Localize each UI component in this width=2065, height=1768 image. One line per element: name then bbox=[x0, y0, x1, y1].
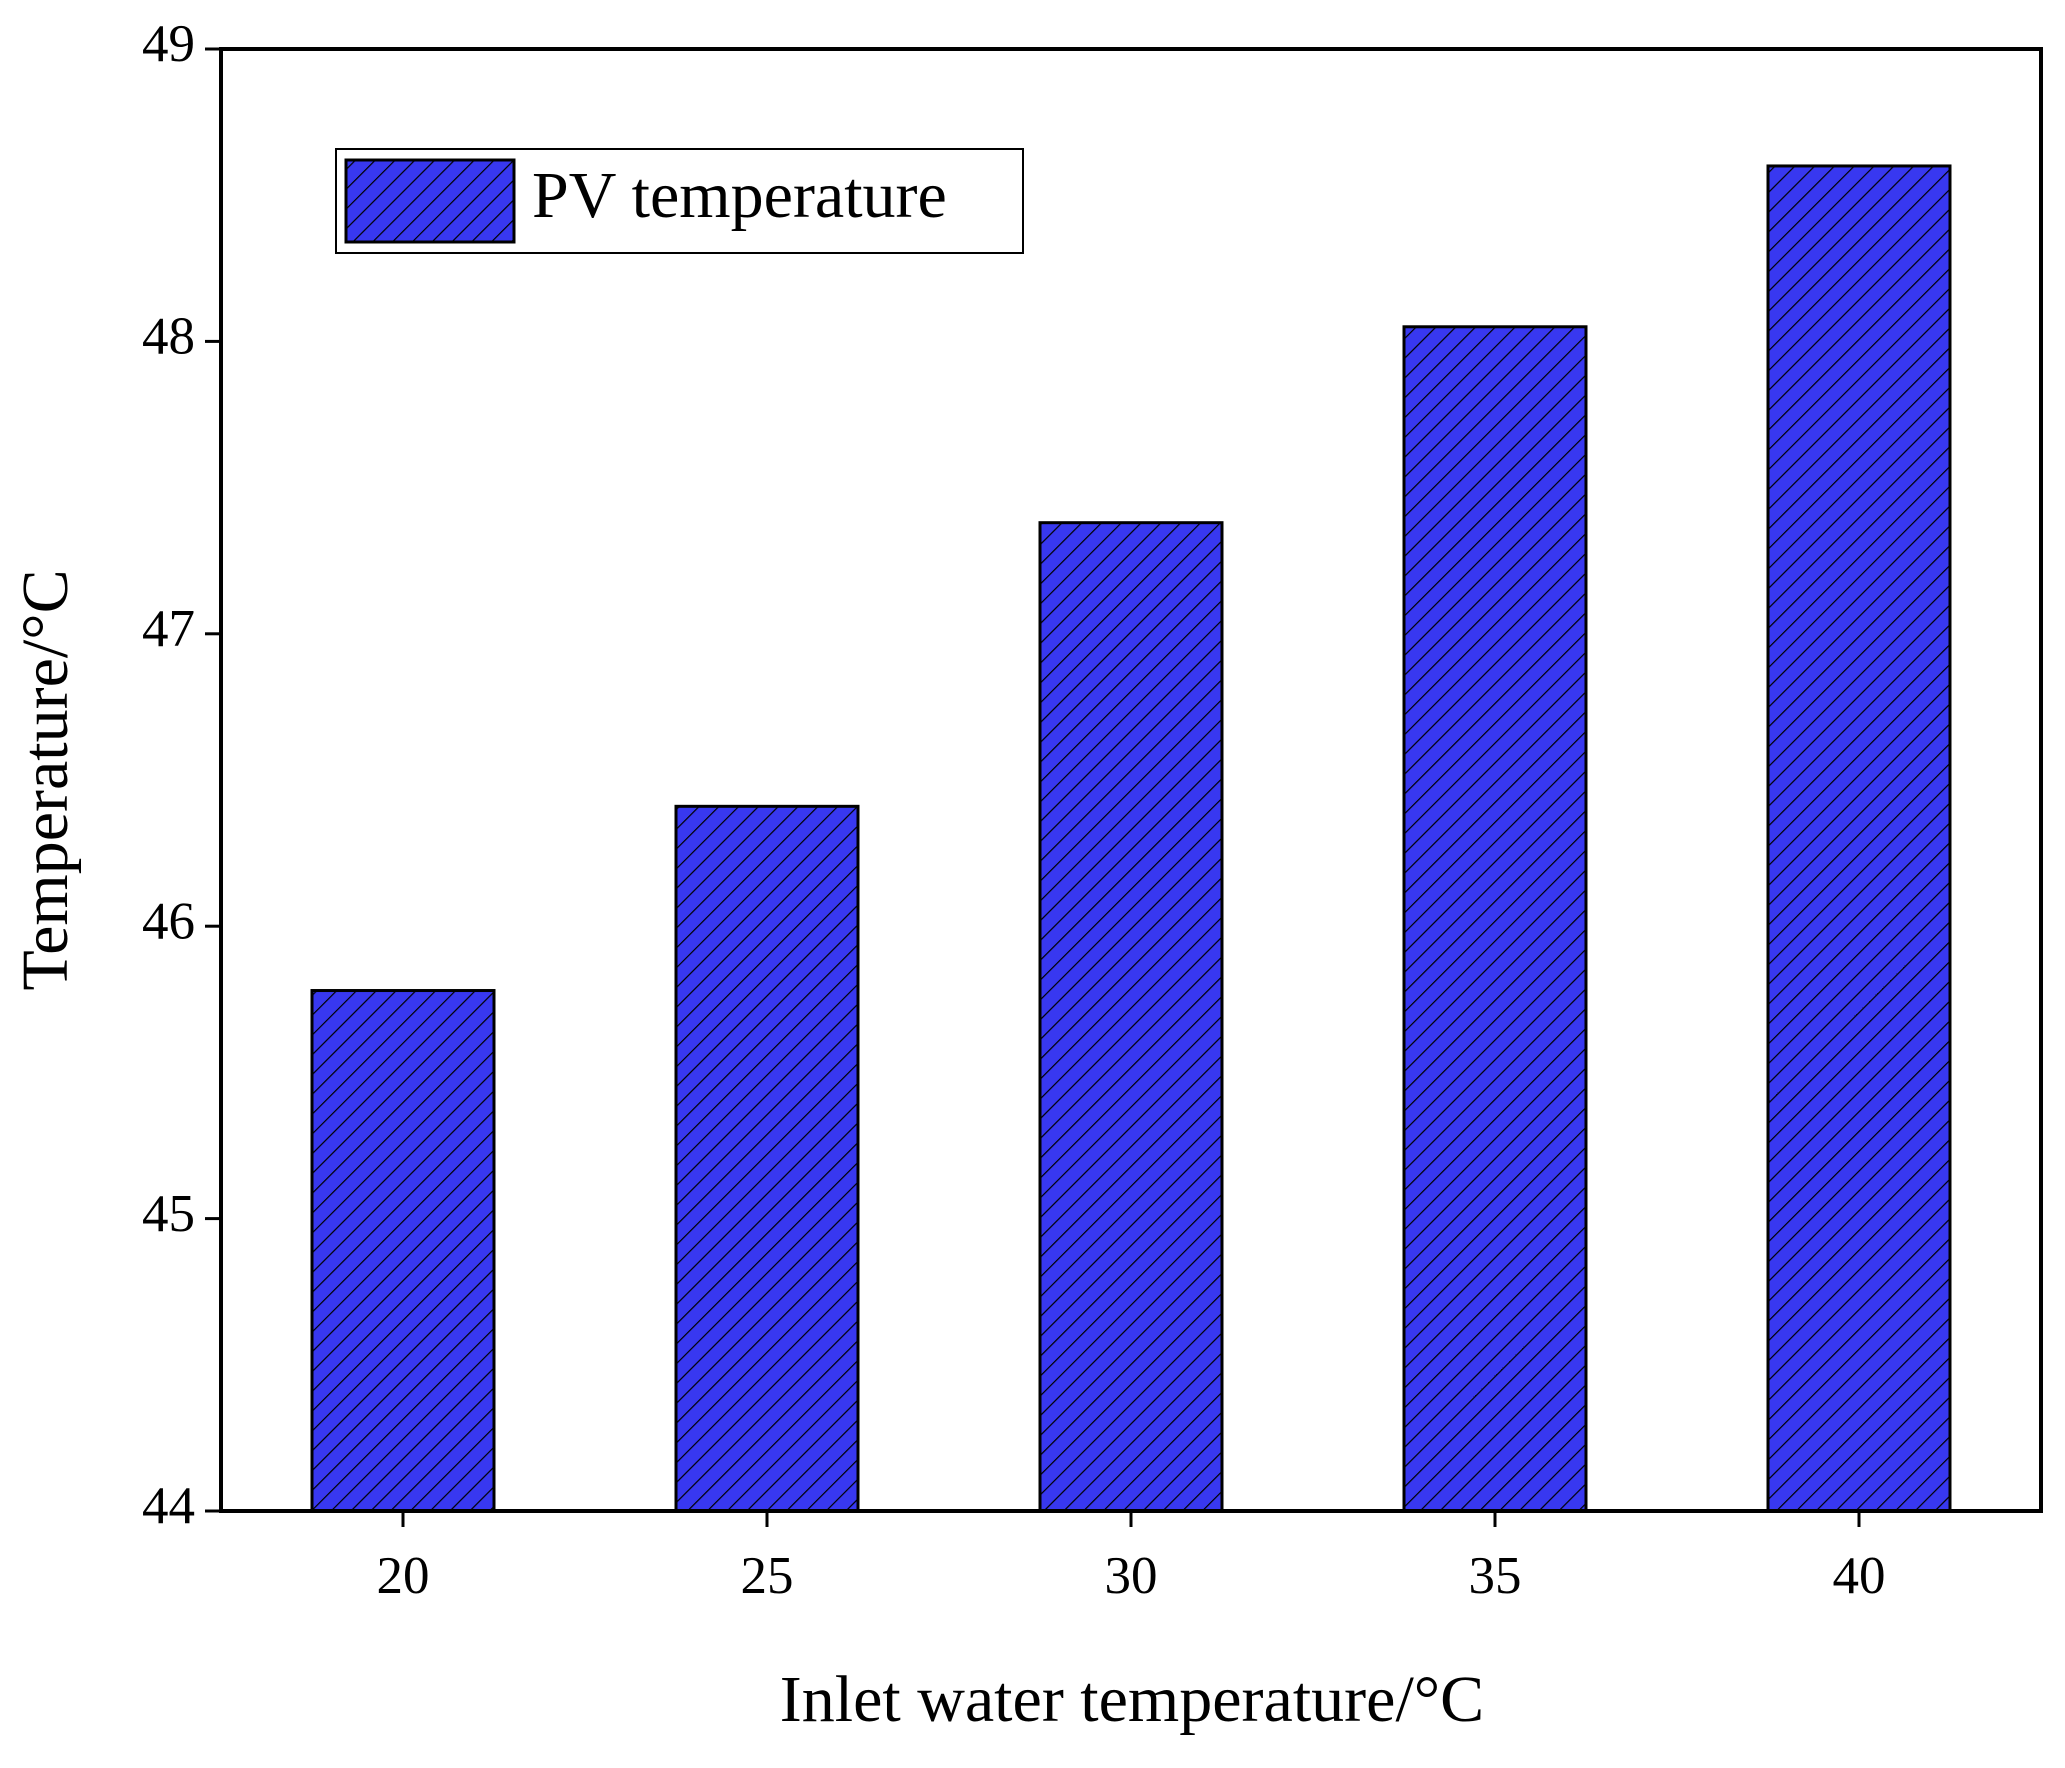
x-tick-label: 20 bbox=[377, 1547, 430, 1605]
y-tick-label: 44 bbox=[142, 1477, 195, 1535]
bar-hatch bbox=[1768, 165, 1950, 1512]
bar-hatch bbox=[676, 806, 858, 1511]
y-axis-title: Temperature/°C bbox=[9, 569, 82, 990]
y-tick-label: 45 bbox=[142, 1185, 195, 1243]
bar-hatch bbox=[312, 990, 494, 1511]
bar-hatch bbox=[1040, 522, 1222, 1511]
x-tick-label: 30 bbox=[1105, 1547, 1158, 1605]
y-tick-label: 46 bbox=[142, 892, 195, 950]
x-tick-label: 35 bbox=[1469, 1547, 1522, 1605]
x-tick-label: 40 bbox=[1833, 1547, 1886, 1605]
x-tick-label: 25 bbox=[741, 1547, 794, 1605]
y-tick-label: 49 bbox=[142, 15, 195, 73]
y-tick-label: 47 bbox=[142, 600, 195, 658]
bar-hatch bbox=[1404, 326, 1586, 1511]
y-tick-label: 48 bbox=[142, 308, 195, 366]
legend-label: PV temperature bbox=[532, 159, 947, 232]
legend-swatch-hatch bbox=[346, 160, 514, 242]
x-axis-title: Inlet water temperature/°C bbox=[780, 1663, 1484, 1736]
